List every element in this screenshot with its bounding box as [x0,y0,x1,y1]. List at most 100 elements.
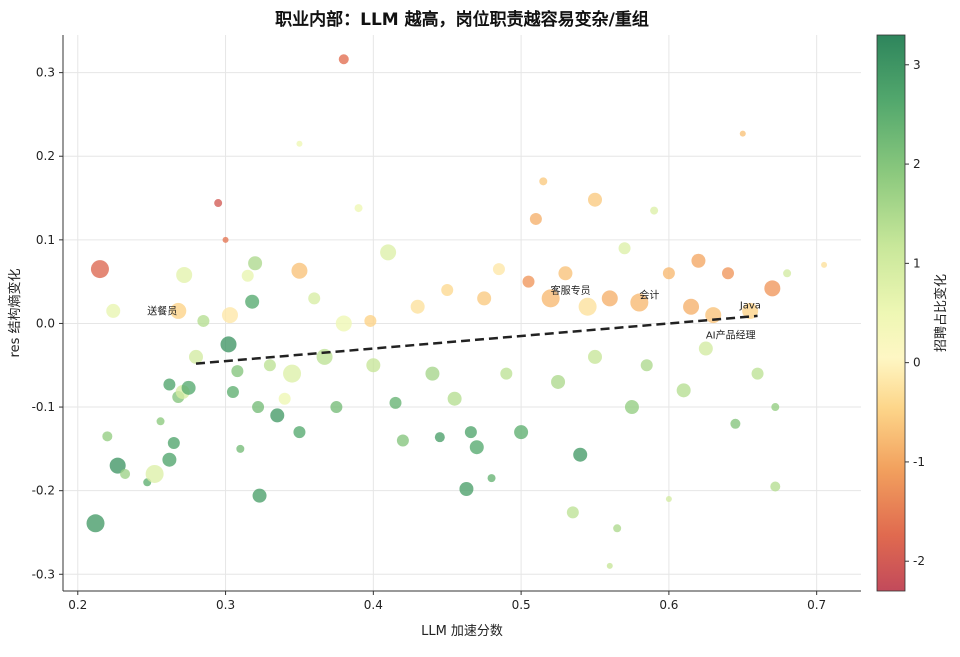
data-point [226,386,239,399]
data-point [176,266,193,283]
y-tick-label: -0.1 [32,400,55,414]
data-point [145,464,164,483]
data-point [751,367,764,380]
data-point [231,365,244,378]
axes [62,35,861,592]
data-point [270,408,285,423]
data-point [640,359,653,372]
data-point [459,481,474,496]
data-point [492,263,505,276]
data-point [106,303,121,318]
x-tick-label: 0.5 [512,598,531,612]
data-point [691,253,706,268]
data-point [366,358,381,373]
data-point [197,314,210,327]
data-point [293,426,306,439]
data-point [573,447,588,462]
y-tick-label: 0.1 [36,233,55,247]
x-tick-label: 0.3 [216,598,235,612]
colorbar-tick-label: 1 [913,256,921,270]
data-point [291,262,308,279]
colorbar-tick-label: -2 [913,554,925,568]
chart-title: 职业内部：LLM 越高，岗位职责越容易变杂/重组 [275,9,649,30]
data-point [245,294,260,309]
data-point [296,140,303,147]
data-point [487,474,496,483]
data-point [222,236,229,243]
colorbar-tick-label: 0 [913,356,921,370]
data-point [821,261,828,268]
trend-line-path [195,314,758,365]
data-points [86,54,828,569]
data-point [354,204,363,213]
data-point [522,275,535,288]
colorbar-tick-label: 2 [913,157,921,171]
data-point [156,417,165,426]
colorbar-gradient [876,34,906,592]
data-point [241,269,254,282]
x-axis-label: LLM 加速分数 [421,624,503,639]
x-tick-label: 0.4 [364,598,383,612]
data-point [252,401,265,414]
y-tick-label: 0.0 [36,316,55,330]
data-point [665,496,672,503]
data-point [447,391,462,406]
data-point [764,280,781,297]
data-point [606,562,613,569]
data-point [618,242,631,255]
annotation-label: AI产品经理 [706,329,756,342]
y-ticks: -0.3 -0.2 -0.1 0.0 0.1 0.2 0.3 [32,66,63,581]
data-point [469,440,484,455]
y-tick-label: 0.2 [36,149,55,163]
annotation-label: 送餐员 [147,304,177,317]
data-point [396,434,409,447]
data-point [120,468,131,479]
grid [63,35,861,591]
data-point [514,425,529,440]
x-tick-label: 0.6 [659,598,678,612]
data-point [181,380,196,395]
data-point [613,524,622,533]
colorbar-ticks: -2 -1 0 1 2 3 [905,58,925,568]
data-point [162,452,177,467]
data-point [698,341,713,356]
y-tick-label: 0.3 [36,66,55,80]
x-tick-label: 0.2 [68,598,87,612]
data-point [588,349,602,364]
annotation-label: Java [739,300,761,311]
data-point [477,291,492,306]
data-point [220,336,237,353]
x-ticks: 0.2 0.3 0.4 0.5 0.6 0.7 [68,591,826,612]
data-point [380,244,397,261]
data-point [434,432,445,443]
data-point [783,269,792,278]
data-point [410,299,425,314]
data-point [364,314,377,327]
data-point [722,267,734,280]
data-point [566,506,579,519]
data-point [330,401,343,414]
annotation-label: 会计 [639,288,659,301]
x-tick-label: 0.7 [807,598,826,612]
data-point [338,54,349,65]
data-point [102,431,113,442]
data-point [163,378,176,391]
data-point [730,418,741,429]
data-point [630,293,649,312]
data-point [739,130,746,137]
data-point [425,366,440,381]
annotations: 送餐员 客服专员 会计 Java AI产品经理 [147,284,761,341]
y-axis-label: res 结构熵变化 [7,269,23,358]
data-point [771,403,780,412]
y-tick-label: -0.3 [32,567,55,581]
data-point [500,367,513,380]
data-point [248,256,263,271]
data-point [167,437,180,450]
data-point [308,292,321,305]
y-tick-label: -0.2 [32,484,55,498]
data-point [676,383,691,398]
trend-line [195,314,758,365]
data-point [551,374,566,389]
data-point [650,206,659,215]
annotation-label: 客服专员 [551,284,591,297]
